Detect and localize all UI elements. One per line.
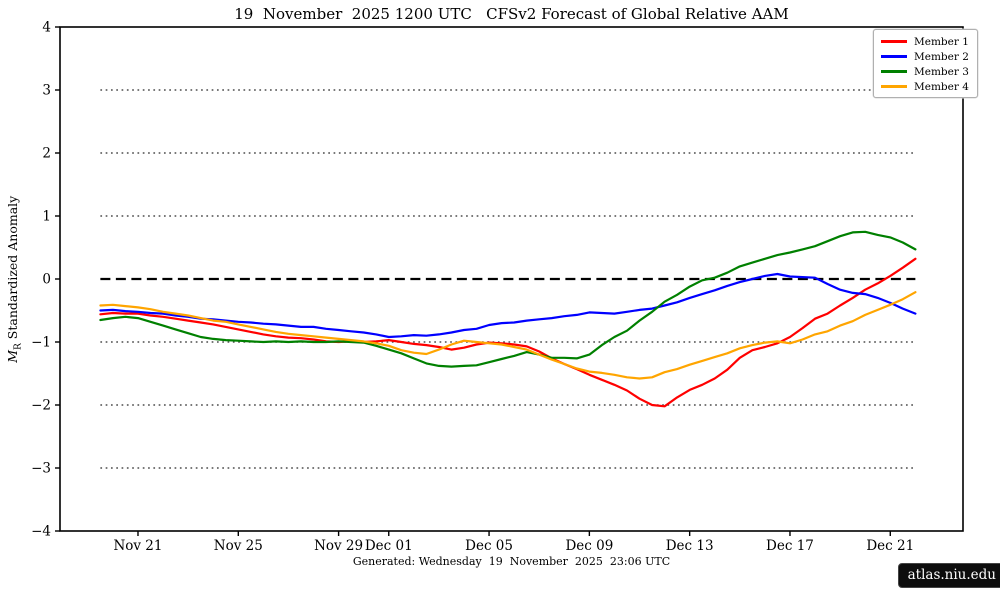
- y-tick-label: −1: [31, 335, 51, 351]
- y-tick-label: 2: [42, 146, 51, 162]
- legend-item-member-3: Member 3: [881, 64, 969, 79]
- legend-item-label: Member 2: [914, 50, 969, 63]
- series-line-member-2: [99, 272, 917, 339]
- y-tick-label: 0: [42, 272, 51, 288]
- y-tick-label: −2: [31, 398, 51, 414]
- y-tick-label: −4: [31, 524, 51, 540]
- chart-title: 19 November 2025 1200 UTC CFSv2 Forecast…: [234, 5, 789, 23]
- x-tick-label: Nov 29: [314, 538, 363, 554]
- legend-line-swatch: [881, 55, 907, 58]
- legend-item-label: Member 1: [914, 35, 969, 48]
- x-tick-label: Dec 05: [465, 538, 513, 554]
- legend-line-swatch: [881, 40, 907, 43]
- legend-item-member-2: Member 2: [881, 49, 969, 64]
- series-line-member-3: [99, 230, 917, 368]
- y-tick-label: 4: [42, 20, 51, 36]
- legend-item-member-1: Member 1: [881, 34, 969, 49]
- series-line-member-4: [99, 291, 917, 380]
- legend-line-swatch: [881, 70, 907, 73]
- x-tick-label: Nov 25: [214, 538, 263, 554]
- y-tick-label: 3: [42, 83, 51, 99]
- x-tick-label: Nov 21: [113, 538, 162, 554]
- series-line-member-1: [99, 257, 917, 408]
- site-badge: atlas.niu.edu: [897, 563, 1000, 588]
- legend: Member 1 Member 2 Member 3 Member 4: [873, 29, 978, 98]
- x-tick-label: Dec 09: [565, 538, 613, 554]
- legend-line-swatch: [881, 85, 907, 88]
- x-tick-label: Dec 13: [666, 538, 714, 554]
- legend-item-label: Member 4: [914, 80, 969, 93]
- y-tick-label: 1: [42, 209, 51, 225]
- y-tick-label: −3: [31, 461, 51, 477]
- legend-item-member-4: Member 4: [881, 79, 969, 94]
- x-tick-label: Dec 01: [365, 538, 413, 554]
- x-tick-label: Dec 21: [866, 538, 914, 554]
- generated-caption: Generated: Wednesday 19 November 2025 23…: [352, 555, 671, 568]
- x-tick-label: Dec 17: [766, 538, 814, 554]
- legend-item-label: Member 3: [914, 65, 969, 78]
